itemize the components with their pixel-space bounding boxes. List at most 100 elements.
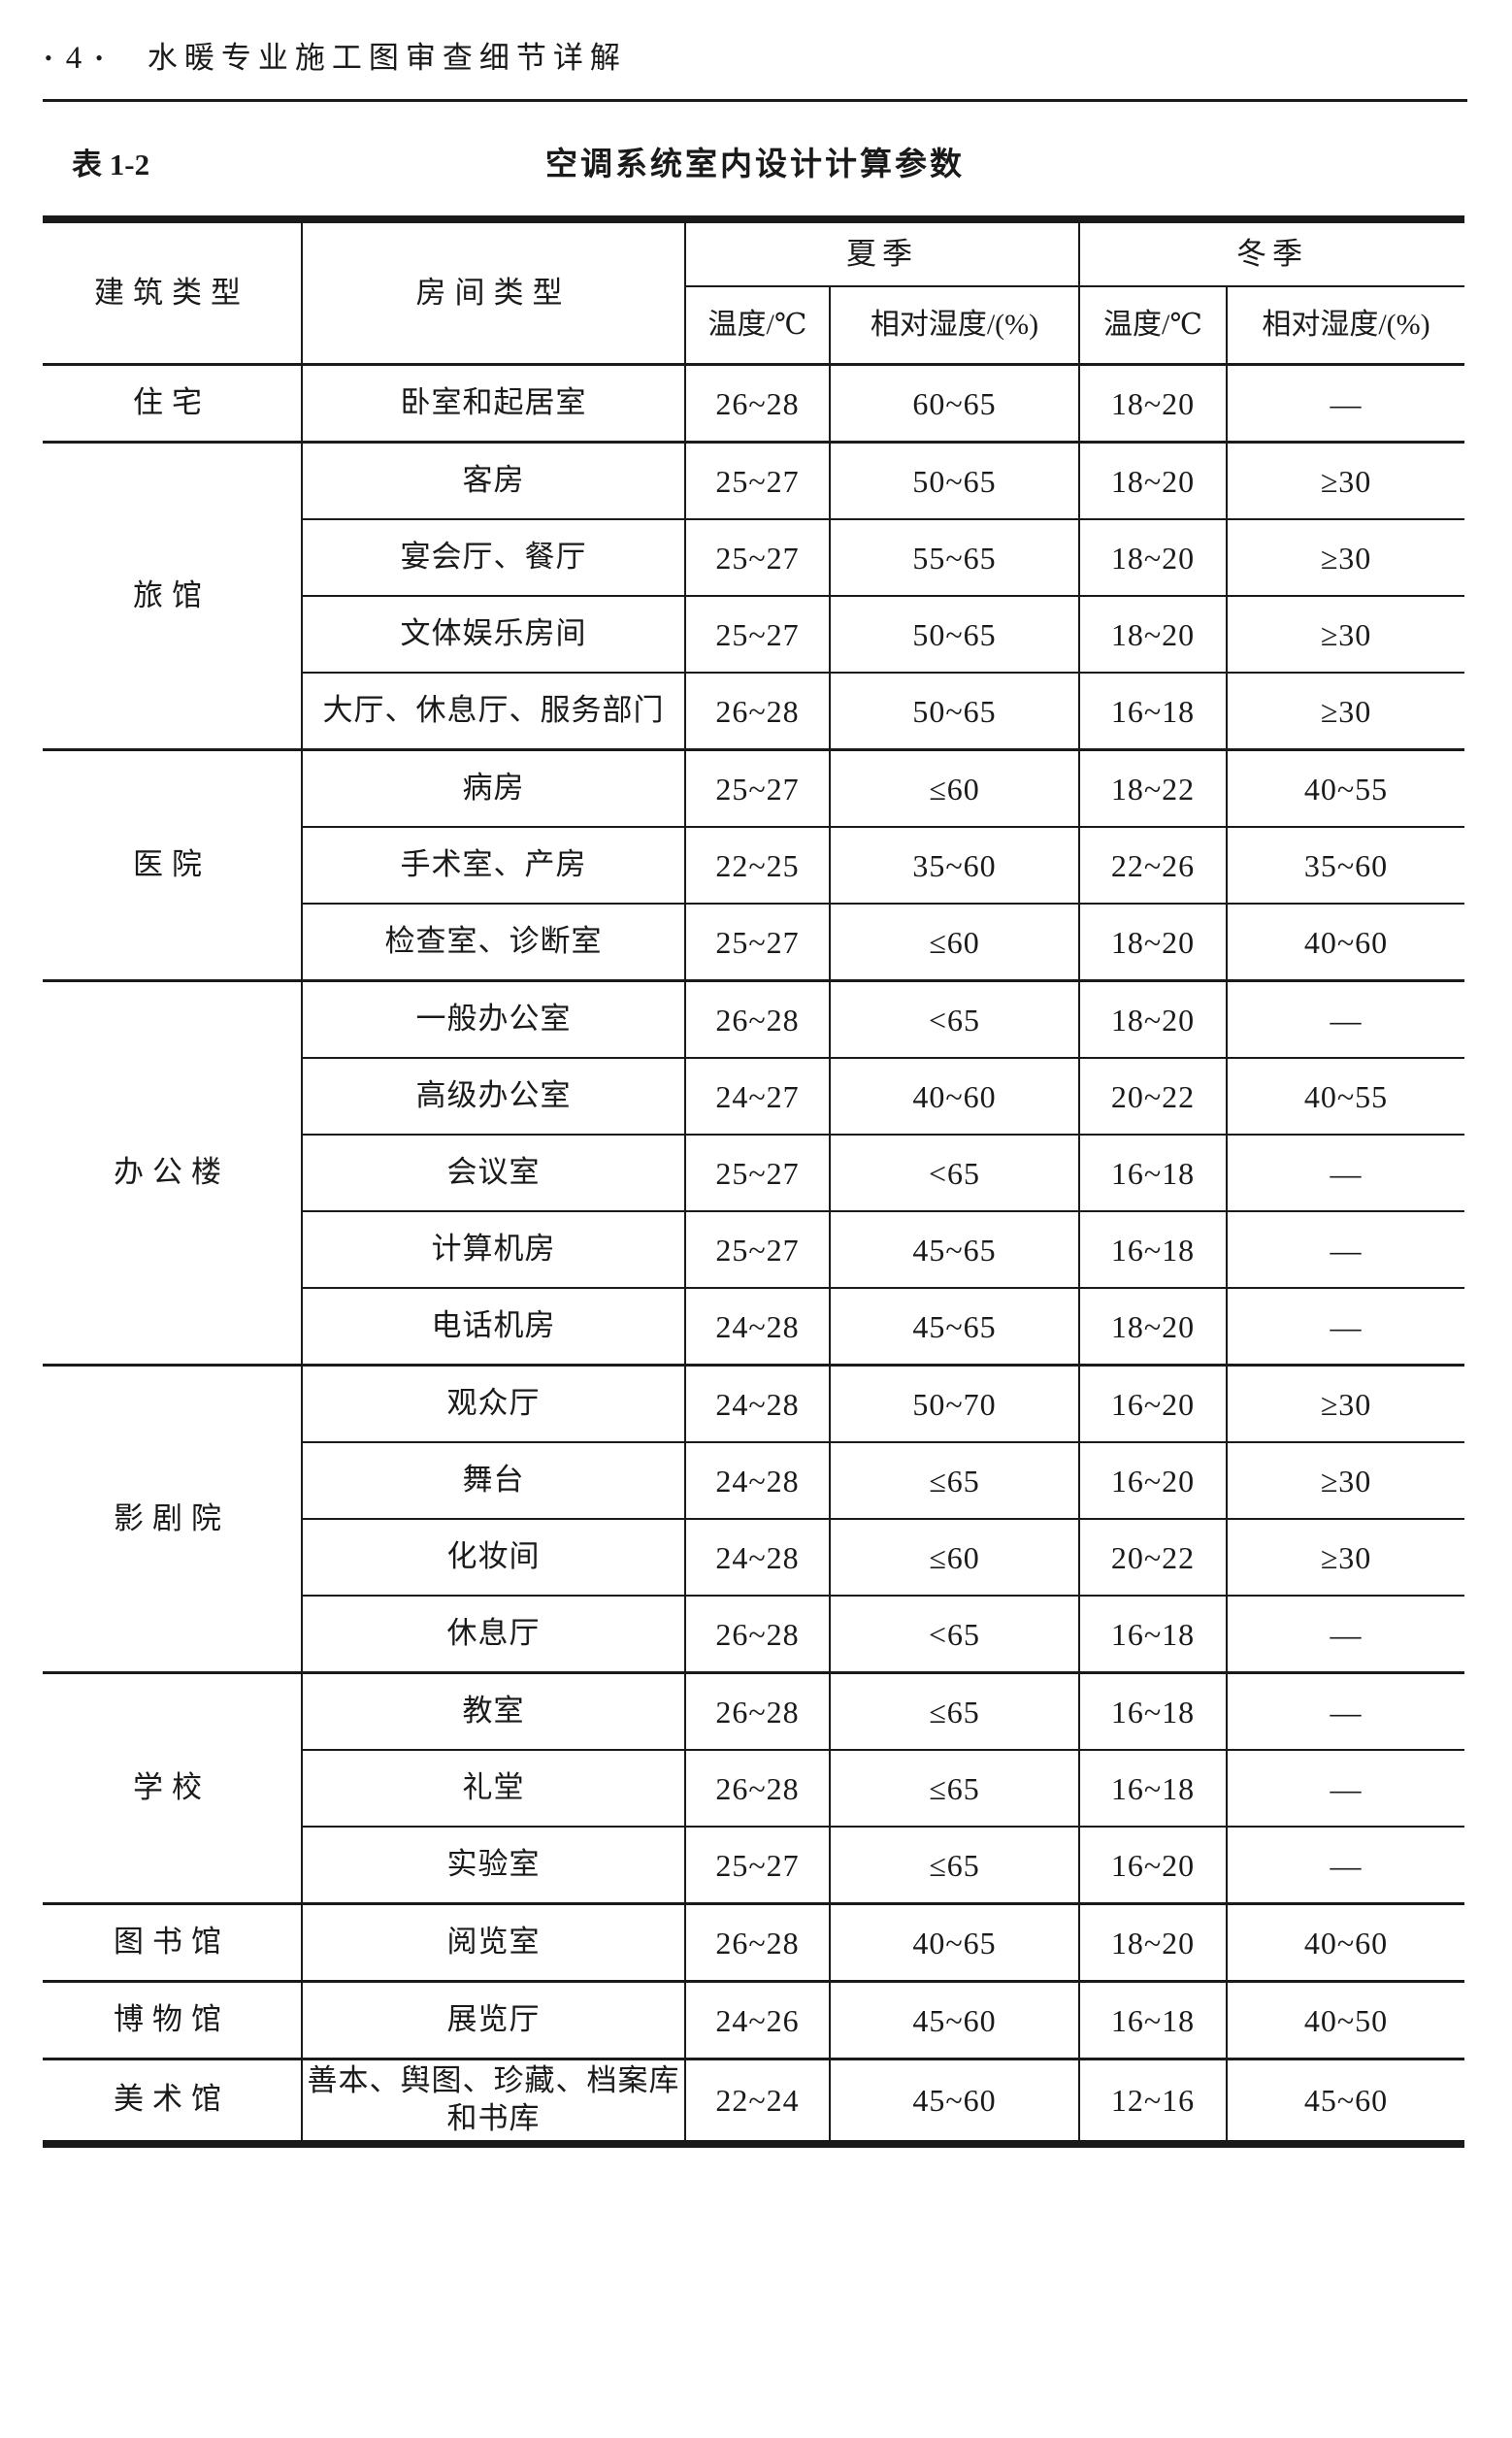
table-number-label: 表 1-2 <box>72 148 150 181</box>
winter-humidity-cell: — <box>1226 1671 1464 1750</box>
table-caption: 表 1-2 空调系统室内设计计算参数 <box>43 136 1467 182</box>
winter-humidity-cell: 40~60 <box>1226 1902 1464 1982</box>
room-type-cell: 会议室 <box>301 1134 685 1211</box>
params-table: 建筑类型 房间类型 夏季 冬季 温度/℃ 相对湿度/(%) 温度/℃ 相对湿度/… <box>43 215 1464 2148</box>
summer-humidity-cell: ≤60 <box>829 748 1079 827</box>
room-type-cell: 文体娱乐房间 <box>301 595 685 673</box>
summer-temp-cell: 26~28 <box>684 979 830 1058</box>
winter-humidity-cell: 40~55 <box>1226 748 1464 827</box>
room-type-cell: 病房 <box>301 748 685 827</box>
summer-temp-header: 温度/℃ <box>684 285 830 365</box>
summer-humidity-cell: ≤65 <box>829 1441 1079 1519</box>
winter-humidity-cell: — <box>1226 1210 1464 1288</box>
building-type-header: 建筑类型 <box>94 275 249 310</box>
summer-temp-cell: 26~28 <box>684 1671 830 1750</box>
summer-temp-cell: 25~27 <box>684 441 830 519</box>
table-row: 会议室 25~27 <65 16~18— <box>43 1134 1464 1211</box>
summer-humidity-cell: 50~65 <box>829 441 1079 519</box>
header-rule <box>43 99 1467 102</box>
winter-humidity-cell: — <box>1226 363 1464 443</box>
table-row: 休息厅 26~28 <65 16~18— <box>43 1595 1464 1673</box>
winter-humidity-cell: ≥30 <box>1226 1518 1464 1596</box>
summer-temp-cell: 24~27 <box>684 1057 830 1135</box>
room-type-cell: 舞台 <box>301 1441 685 1519</box>
winter-temp-cell: 18~20 <box>1078 903 1227 981</box>
table-row: 手术室、产房 22~25 35~60 22~26 35~60 <box>43 826 1464 904</box>
winter-humidity-cell: ≥30 <box>1226 672 1464 750</box>
winter-temp-cell: 16~20 <box>1078 1364 1227 1442</box>
room-type-header: 房间类型 <box>301 219 685 365</box>
summer-humidity-cell: 50~70 <box>829 1364 1079 1442</box>
table-row: 电话机房 24~28 45~65 18~20— <box>43 1287 1464 1366</box>
winter-header: 冬季 <box>1078 219 1464 286</box>
winter-temp-cell: 20~22 <box>1078 1057 1227 1135</box>
winter-temp-cell: 16~18 <box>1078 1595 1227 1673</box>
summer-humidity-cell: 45~65 <box>829 1287 1079 1366</box>
room-type-cell: 卧室和起居室 <box>301 363 685 443</box>
summer-humidity-cell: 50~65 <box>829 595 1079 673</box>
room-type-cell: 化妆间 <box>301 1518 685 1596</box>
room-type-cell: 实验室 <box>301 1826 685 1904</box>
summer-humidity-cell: 40~60 <box>829 1057 1079 1135</box>
winter-temp-cell: 18~20 <box>1078 1287 1227 1366</box>
summer-humidity-cell: ≤65 <box>829 1671 1079 1750</box>
winter-humidity-header: 相对湿度/(%) <box>1226 285 1464 365</box>
winter-humidity-cell: — <box>1226 979 1464 1058</box>
summer-temp-cell: 25~27 <box>684 518 830 596</box>
building-type-cell: 住宅 <box>43 363 302 443</box>
building-type-cell: 学校 <box>43 1671 302 1904</box>
summer-humidity-cell: ≤65 <box>829 1749 1079 1827</box>
room-type-cell: 展览厅 <box>301 1980 685 2059</box>
summer-temp-cell: 26~28 <box>684 1902 830 1982</box>
winter-temp-cell: 18~20 <box>1078 979 1227 1058</box>
winter-humidity-cell: — <box>1226 1749 1464 1827</box>
room-type-cell: 善本、舆图、珍藏、档案库和书库 <box>301 2058 685 2144</box>
winter-temp-cell: 12~16 <box>1078 2058 1227 2144</box>
winter-humidity-cell: ≥30 <box>1226 1441 1464 1519</box>
summer-humidity-cell: 50~65 <box>829 672 1079 750</box>
header-row-seasons: 建筑类型 房间类型 夏季 冬季 <box>43 219 1464 365</box>
winter-humidity-cell: 40~50 <box>1226 1980 1464 2059</box>
room-type-cell: 宴会厅、餐厅 <box>301 518 685 596</box>
winter-humidity-cell: 35~60 <box>1226 826 1464 904</box>
summer-humidity-cell: 35~60 <box>829 826 1079 904</box>
summer-temp-cell: 25~27 <box>684 1826 830 1904</box>
building-type-cell: 博物馆 <box>43 1980 302 2059</box>
table-row: 礼堂 26~28 ≤65 16~18— <box>43 1749 1464 1827</box>
winter-humidity-cell: — <box>1226 1287 1464 1366</box>
summer-temp-cell: 24~28 <box>684 1364 830 1442</box>
table-row: 高级办公室 24~27 40~60 20~22 40~55 <box>43 1057 1464 1135</box>
winter-humidity-cell: ≥30 <box>1226 595 1464 673</box>
book-title: 水暖专业施工图审查细节详解 <box>147 41 627 75</box>
summer-temp-cell: 26~28 <box>684 363 830 443</box>
summer-humidity-header: 相对湿度/(%) <box>829 285 1079 365</box>
room-type-cell: 检查室、诊断室 <box>301 903 685 981</box>
table-row: 住宅 卧室和起居室 26~28 60~65 18~20— <box>43 363 1464 443</box>
winter-humidity-cell: — <box>1226 1134 1464 1211</box>
summer-temp-cell: 25~27 <box>684 903 830 981</box>
winter-temp-cell: 18~20 <box>1078 1902 1227 1982</box>
room-type-cell: 一般办公室 <box>301 979 685 1058</box>
summer-temp-cell: 25~27 <box>684 1210 830 1288</box>
page-number: 4 <box>65 41 82 76</box>
winter-temp-cell: 18~20 <box>1078 595 1227 673</box>
table-row: 计算机房 25~27 45~65 16~18— <box>43 1210 1464 1288</box>
building-type-cell: 影剧院 <box>43 1364 302 1673</box>
room-type-cell: 阅览室 <box>301 1902 685 1982</box>
table-row: 实验室 25~27 ≤65 16~20— <box>43 1826 1464 1904</box>
winter-temp-cell: 16~20 <box>1078 1826 1227 1904</box>
winter-humidity-cell: — <box>1226 1826 1464 1904</box>
summer-humidity-cell: 45~60 <box>829 1980 1079 2059</box>
winter-humidity-cell: ≥30 <box>1226 441 1464 519</box>
room-type-cell: 电话机房 <box>301 1287 685 1366</box>
winter-humidity-cell: 40~60 <box>1226 903 1464 981</box>
room-type-cell: 休息厅 <box>301 1595 685 1673</box>
table-row: 宴会厅、餐厅 25~27 55~65 18~20 ≥30 <box>43 518 1464 596</box>
table-row: 旅馆 客房 25~27 50~65 18~20 ≥30 <box>43 441 1464 750</box>
winter-humidity-cell: ≥30 <box>1226 1364 1464 1442</box>
summer-temp-cell: 25~27 <box>684 1134 830 1211</box>
summer-humidity-cell: 45~65 <box>829 1210 1079 1288</box>
table-title: 空调系统室内设计计算参数 <box>545 146 965 181</box>
winter-temp-cell: 18~20 <box>1078 363 1227 443</box>
summer-humidity-cell: <65 <box>829 1595 1079 1673</box>
